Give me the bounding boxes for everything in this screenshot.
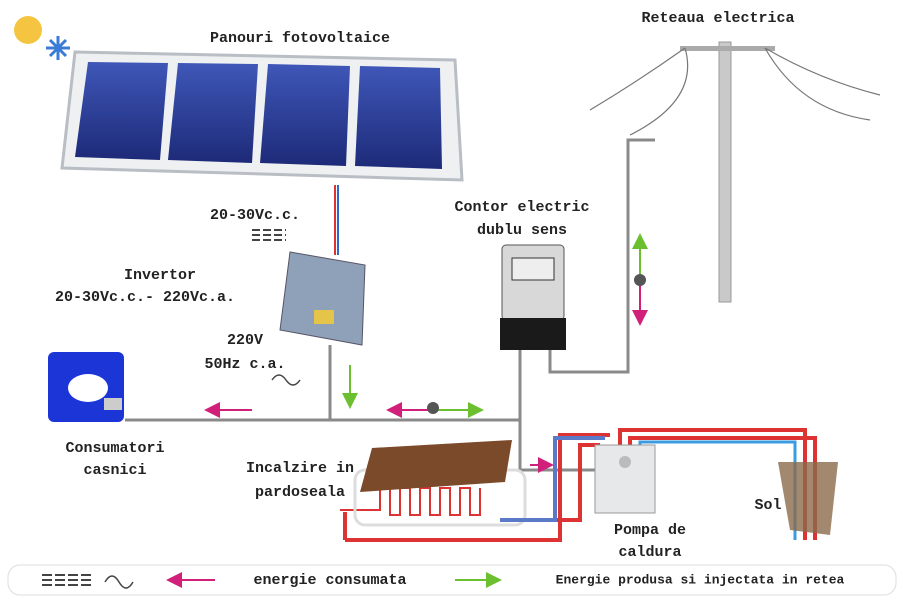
ground [778, 462, 838, 535]
diagram: Panouri fotovoltaice Reteaua electrica 2… [0, 0, 904, 597]
legend-consumed: energie consumata [253, 572, 406, 589]
weather-icon [14, 16, 70, 60]
floor-heating [340, 435, 610, 540]
ac-output: 220V [227, 332, 263, 349]
dc-voltage: 20-30Vc.c. [210, 207, 300, 224]
inverter [280, 252, 365, 345]
lamp [48, 352, 124, 422]
meter-label: Contor electric [454, 199, 589, 216]
power-pole [590, 42, 880, 302]
grid-label: Reteaua electrica [641, 10, 794, 27]
ground-label: Sol [754, 497, 781, 514]
floor-heating-label: pardoseala [255, 484, 345, 501]
electric-meter [500, 245, 566, 350]
heat-pump-label: caldura [618, 544, 681, 561]
meter-label: dublu sens [477, 222, 567, 239]
legend-produced: Energie produsa si injectata in retea [556, 572, 845, 587]
solar-panels [62, 52, 462, 180]
heat-pump-label: Pompa de [614, 522, 686, 539]
consumers-label: Consumatori [65, 440, 164, 457]
consumers-label: casnici [83, 462, 146, 479]
panels-title: Panouri fotovoltaice [210, 30, 390, 47]
ac-output: 50Hz c.a. [204, 356, 285, 373]
floor-heating-label: Incalzire in [246, 460, 354, 477]
flow-arrows [208, 237, 646, 465]
inverter-label: Invertor [124, 267, 196, 284]
heat-pump [595, 445, 655, 513]
inverter-label: 20-30Vc.c.- 220Vc.a. [55, 289, 235, 306]
